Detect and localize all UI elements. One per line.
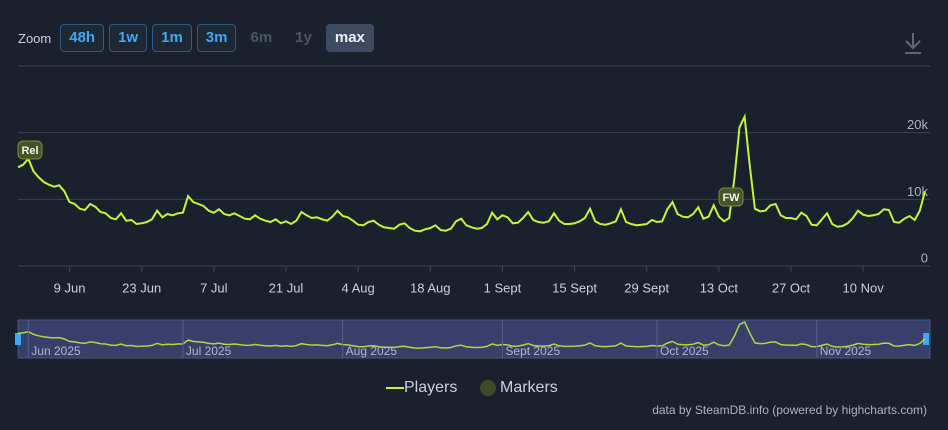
legend-label[interactable]: Players (404, 379, 457, 396)
navigator-label: Nov 2025 (820, 344, 872, 358)
navigator-mask (17, 319, 931, 359)
zoom-button[interactable]: 3m (196, 24, 237, 52)
players-line (17, 113, 926, 233)
navigator-line (17, 321, 926, 349)
zoom-button[interactable]: 1m (152, 24, 192, 52)
event-flag (17, 140, 43, 160)
zoom-button[interactable]: max (325, 24, 374, 52)
zoom-label: Zoom (18, 30, 52, 46)
x-tick-label: 18 Aug (410, 280, 451, 295)
x-tick-label: 7 Jul (200, 280, 228, 295)
x-tick-label: 27 Oct (772, 280, 811, 295)
x-tick-label: 1 Sept (484, 280, 522, 295)
navigator-label: Oct 2025 (660, 344, 709, 358)
event-flag-label: FW (722, 192, 740, 204)
x-tick-label: 29 Sept (624, 280, 669, 295)
event-flag (718, 187, 744, 207)
navigator-handle[interactable] (923, 333, 929, 345)
event-flag-label: Rel (21, 145, 38, 157)
x-tick-label: 4 Aug (341, 280, 374, 295)
x-tick-label: 21 Jul (269, 280, 304, 295)
navigator-label: Jul 2025 (186, 344, 232, 358)
legend-marker-dot (480, 380, 496, 396)
x-tick-label: 15 Sept (552, 280, 597, 295)
y-tick-label: 20k (907, 117, 928, 132)
y-tick-label: 0 (921, 250, 928, 265)
zoom-button[interactable]: 1w (109, 24, 148, 52)
y-tick-label: 10k (907, 184, 928, 199)
download-glyph (905, 33, 921, 54)
legend-label[interactable]: Markers (500, 379, 558, 396)
x-tick-label: 9 Jun (54, 280, 86, 295)
download-icon[interactable] (905, 33, 921, 54)
navigator-label: Sept 2025 (505, 344, 560, 358)
credit: data by SteamDB.info (powered by highcha… (652, 403, 927, 417)
zoom-bar: Zoom 48h 1w 1m 3m 6m 1y max (18, 24, 374, 52)
zoom-button[interactable]: 48h (60, 24, 105, 52)
navigator-handle[interactable] (15, 333, 21, 345)
navigator-label: Jun 2025 (31, 344, 81, 358)
navigator-label: Aug 2025 (346, 344, 398, 358)
x-tick-label: 13 Oct (700, 280, 739, 295)
x-tick-label: 10 Nov (843, 280, 885, 295)
zoom-button: 6m (250, 29, 273, 46)
x-tick-label: 23 Jun (122, 280, 161, 295)
zoom-button: 1y (295, 29, 312, 46)
